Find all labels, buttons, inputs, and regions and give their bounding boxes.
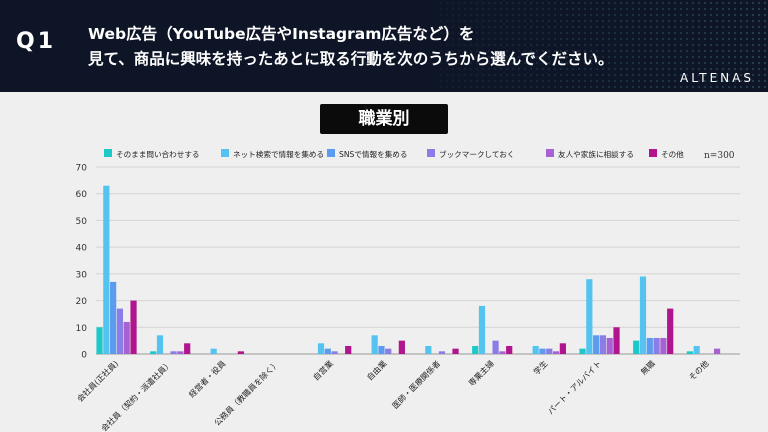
bar	[506, 345, 513, 354]
bar	[593, 335, 600, 354]
bar	[331, 351, 338, 354]
bar	[317, 343, 325, 354]
legend-swatch	[104, 149, 112, 157]
bar	[123, 321, 130, 354]
x-category-label: 会社員(正社員)	[75, 358, 120, 403]
legend-swatch	[327, 149, 335, 157]
sample-size-note: n=300	[704, 151, 735, 161]
x-category-label: 無職	[639, 358, 657, 376]
y-tick-label: 70	[76, 164, 88, 174]
x-category-label: その他	[687, 358, 711, 382]
bar	[713, 348, 721, 354]
bar	[452, 348, 459, 354]
legend-label: 友人や家族に相談する	[558, 149, 634, 159]
y-tick-label: 20	[76, 297, 88, 307]
bar	[385, 348, 392, 354]
bar	[646, 337, 653, 354]
bar	[96, 327, 103, 354]
legend-label: SNSで情報を集める	[339, 149, 407, 159]
bar	[579, 348, 586, 354]
bar	[156, 335, 164, 354]
bar	[693, 345, 700, 354]
question-number: Q1	[16, 29, 57, 54]
bar	[499, 351, 506, 354]
bar	[552, 351, 560, 354]
bar	[425, 345, 432, 354]
legend-swatch	[546, 149, 554, 157]
x-category-label: 医師・医療関係者	[390, 358, 442, 410]
x-category-label: パート・アルバイト	[546, 359, 603, 416]
legend-swatch	[427, 149, 435, 157]
bar	[398, 340, 405, 354]
bar	[110, 281, 117, 354]
bar	[606, 337, 613, 354]
bar	[378, 345, 385, 354]
bar	[150, 351, 157, 354]
question-text-line-1: Web広告（YouTube広告やInstagram広告など）を	[88, 25, 475, 43]
bar	[438, 351, 446, 354]
bar	[130, 300, 137, 354]
bar	[210, 348, 217, 354]
bar	[472, 345, 479, 354]
header-banner: Q1 Web広告（YouTube広告やInstagram広告など）を 見て、商品…	[0, 0, 768, 92]
bar	[177, 351, 184, 354]
bar	[667, 308, 674, 354]
x-category-label: 専業主婦	[466, 358, 496, 388]
legend-swatch	[221, 149, 229, 157]
legend-label: ブックマークしておく	[439, 149, 514, 159]
brand-logo: ALTENAS	[680, 71, 754, 85]
x-category-label: 経営者・役員	[187, 358, 228, 399]
y-tick-label: 10	[76, 324, 88, 334]
legend-label: ネット検索で情報を集める	[233, 149, 324, 159]
bar	[103, 185, 110, 354]
bar	[116, 308, 124, 354]
chart-subtitle: 職業別	[320, 104, 448, 134]
bar	[559, 343, 566, 354]
bar	[586, 279, 593, 354]
x-category-label: 自営業	[311, 358, 335, 382]
bar	[345, 345, 352, 354]
bar	[660, 337, 667, 354]
header-gradient	[0, 0, 768, 92]
x-category-label: 学生	[531, 358, 549, 376]
bar	[478, 305, 486, 354]
bar	[532, 345, 539, 354]
legend-label: そのまま問い合わせする	[116, 149, 200, 159]
y-tick-label: 30	[76, 270, 88, 280]
y-tick-label: 50	[76, 217, 88, 227]
bar	[653, 337, 660, 354]
bar	[170, 351, 177, 354]
y-tick-label: 60	[76, 190, 88, 200]
y-tick-label: 40	[76, 244, 88, 254]
bar	[613, 327, 620, 354]
bar	[237, 351, 244, 354]
bar	[639, 276, 647, 354]
x-category-label: 自由業	[365, 358, 389, 382]
bar	[371, 335, 378, 354]
legend-label: その他	[661, 149, 684, 159]
bar	[633, 340, 640, 354]
bar	[546, 348, 553, 354]
legend-swatch	[649, 149, 657, 157]
bar	[492, 340, 499, 354]
question-text-line-2: 見て、商品に興味を持ったあとに取る行動を次のうちから選んでください。	[88, 50, 614, 68]
bar	[184, 343, 191, 354]
bar	[539, 348, 546, 354]
bar	[324, 348, 331, 354]
bar	[686, 351, 693, 354]
bar	[599, 335, 607, 354]
y-tick-label: 0	[81, 351, 87, 361]
